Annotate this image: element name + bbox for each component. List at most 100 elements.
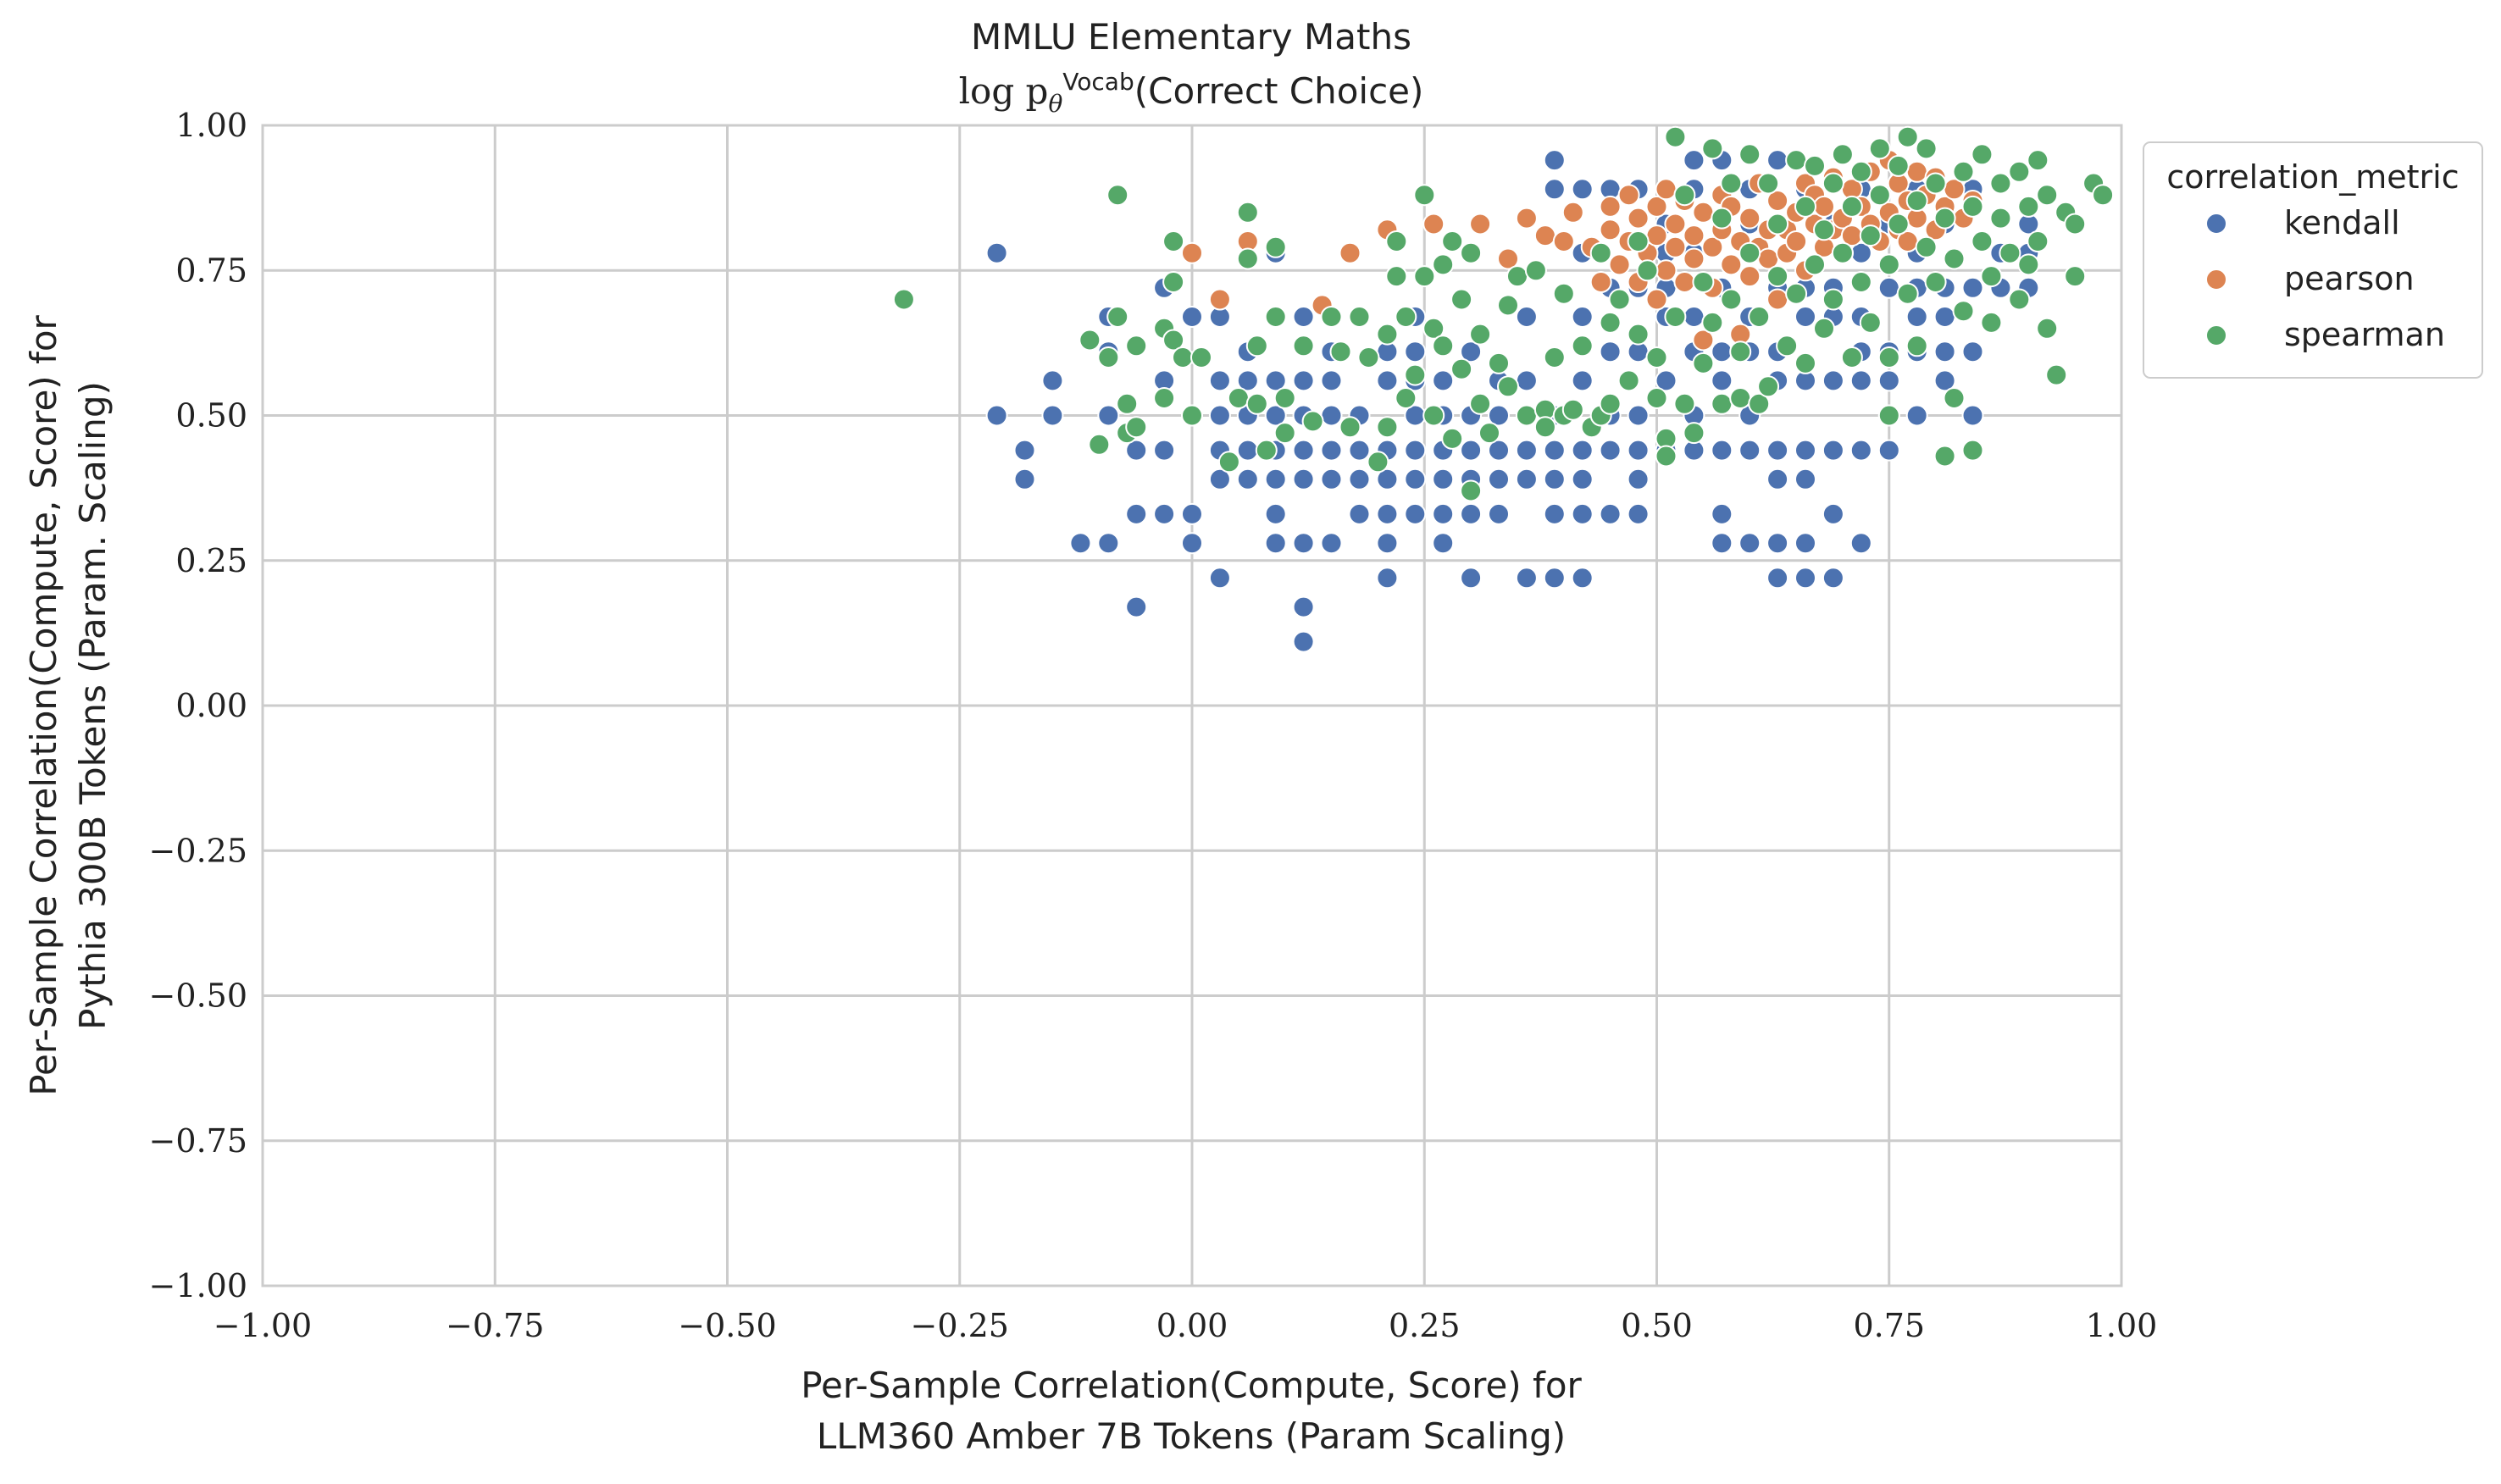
kendall-point [1320, 532, 1343, 555]
spearman-point [1887, 213, 1910, 235]
kendall-point [1264, 502, 1287, 525]
spearman-point [1924, 172, 1947, 195]
kendall-point [1348, 468, 1371, 490]
spearman-point [1887, 154, 1910, 177]
kendall-point [1571, 439, 1594, 462]
spearman-point [1599, 311, 1622, 334]
kendall-point [1264, 468, 1287, 490]
spearman-point [1645, 346, 1668, 368]
pearson-point [1599, 195, 1622, 218]
legend-marker-pearson [2205, 269, 2227, 291]
y-tick-label: 0.25 [175, 542, 247, 579]
spearman-point [1859, 224, 1882, 247]
spearman-point [1849, 160, 1872, 183]
x-tick-label: 0.25 [1389, 1307, 1461, 1344]
spearman-point [1181, 404, 1203, 427]
y-tick-label: −0.75 [149, 1122, 247, 1160]
spearman-point [1645, 387, 1668, 409]
spearman-point [1376, 416, 1399, 439]
pearson-point [1655, 178, 1678, 201]
kendall-point [1877, 439, 1900, 462]
spearman-point [1971, 230, 1994, 252]
spearman-point [1395, 306, 1417, 328]
kendall-point [1404, 502, 1427, 525]
kendall-point [1543, 502, 1566, 525]
kendall-point [1961, 276, 1984, 299]
kendall-point [1125, 595, 1148, 618]
kendall-point [1181, 502, 1203, 525]
spearman-point [1804, 154, 1826, 177]
kendall-point [1404, 468, 1427, 490]
legend-label-spearman: spearman [2284, 316, 2445, 353]
spearman-point [892, 288, 915, 311]
spearman-point [1980, 265, 2003, 288]
spearman-point [1245, 335, 1268, 357]
pearson-point [1692, 329, 1715, 352]
spearman-point [1469, 323, 1492, 346]
spearman-point [1533, 416, 1556, 439]
spearman-point [1385, 230, 1408, 252]
pearson-point [1589, 271, 1612, 293]
spearman-point [1450, 288, 1473, 311]
spearman-point [1106, 184, 1129, 207]
kendall-point [1320, 404, 1343, 427]
spearman-point [1738, 241, 1761, 264]
kendall-point [1849, 369, 1872, 392]
spearman-point [1952, 300, 1975, 323]
kendall-point [1292, 630, 1315, 653]
spearman-point [1488, 352, 1510, 374]
subtitle-sup: Vocab [1062, 68, 1134, 96]
spearman-point [1552, 282, 1575, 305]
spearman-point [1711, 207, 1733, 230]
kendall-point [985, 404, 1008, 427]
kendall-point [1292, 439, 1315, 462]
spearman-point [2027, 149, 2049, 172]
spearman-point [1943, 387, 1966, 409]
spearman-point [1664, 125, 1687, 148]
kendall-point [1794, 468, 1816, 490]
kendall-point [1292, 468, 1315, 490]
spearman-point [1757, 375, 1780, 398]
spearman-point [1301, 410, 1324, 433]
kendall-point [1571, 306, 1594, 328]
y-tick-label: −0.50 [149, 977, 247, 1015]
kendall-point [1766, 567, 1789, 590]
kendall-point [1432, 502, 1455, 525]
kendall-point [1292, 532, 1315, 555]
kendall-point [1877, 276, 1900, 299]
spearman-point [2036, 184, 2059, 207]
kendall-point [1348, 439, 1371, 462]
spearman-point [1395, 387, 1417, 409]
spearman-point [1236, 247, 1259, 270]
spearman-point [1413, 265, 1436, 288]
pearson-point [1766, 190, 1789, 212]
kendall-point [1432, 532, 1455, 555]
y-tick-label: −0.25 [149, 832, 247, 869]
kendall-point [1069, 532, 1092, 555]
spearman-point [1822, 172, 1844, 195]
spearman-point [1664, 306, 1687, 328]
kendall-point [1711, 532, 1733, 555]
kendall-point [1738, 439, 1761, 462]
kendall-point [1041, 404, 1064, 427]
x-tick-label: 0.00 [1156, 1307, 1228, 1344]
pearson-point [1645, 288, 1668, 311]
spearman-point [1636, 259, 1659, 282]
kendall-point [1460, 567, 1483, 590]
pearson-point [1673, 271, 1696, 293]
spearman-point [1840, 195, 1863, 218]
spearman-point [1469, 392, 1492, 415]
kendall-point [1822, 567, 1844, 590]
pearson-point [1608, 253, 1631, 276]
kendall-point [1515, 369, 1538, 392]
spearman-point [1757, 172, 1780, 195]
kendall-point [1794, 567, 1816, 590]
pearson-point [1339, 241, 1361, 264]
kendall-point [1292, 306, 1315, 328]
pearson-point [1738, 265, 1761, 288]
spearman-point [1478, 422, 1500, 445]
kendall-point [1348, 502, 1371, 525]
kendall-point [1794, 532, 1816, 555]
x-tick-label: −0.75 [446, 1307, 544, 1344]
